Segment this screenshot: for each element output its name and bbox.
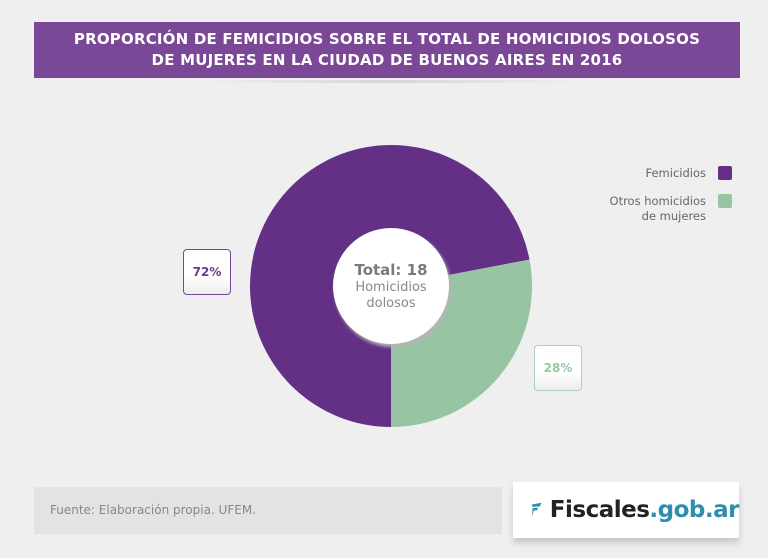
- legend-label-line-2: de mujeres: [641, 209, 706, 223]
- fiscales-logo-icon: [531, 502, 542, 517]
- title-line-2: DE MUJERES EN LA CIUDAD DE BUENOS AIRES …: [151, 51, 623, 69]
- center-label: Total: 18 Homicidios dolosos: [333, 228, 449, 344]
- data-label-otros: 28%: [534, 345, 582, 391]
- title-line-1: PROPORCIÓN DE FEMICIDIOS SOBRE EL TOTAL …: [73, 30, 701, 48]
- center-total: Total: 18: [354, 260, 428, 279]
- legend-swatch: [718, 194, 732, 208]
- legend-swatch: [718, 166, 732, 180]
- title-shadow: [200, 80, 580, 83]
- center-line-2: dolosos: [366, 295, 416, 311]
- center-line-1: Homicidios: [355, 279, 427, 295]
- legend-item-femicidios: Femicidios: [645, 166, 732, 181]
- source-note: Fuente: Elaboración propia. UFEM.: [34, 487, 502, 534]
- legend-label-line-1: Otros homicidios: [609, 194, 706, 208]
- fiscales-logo: Fiscales .gob.ar: [513, 482, 739, 538]
- logo-text-1: Fiscales: [549, 497, 650, 523]
- data-label-femicidios: 72%: [183, 249, 231, 295]
- legend-label: Femicidios: [645, 166, 707, 180]
- chart-title: PROPORCIÓN DE FEMICIDIOS SOBRE EL TOTAL …: [34, 22, 740, 78]
- legend-item-otros: Otros homicidios de mujeres: [610, 194, 732, 224]
- logo-text-2: .gob.ar: [649, 497, 739, 523]
